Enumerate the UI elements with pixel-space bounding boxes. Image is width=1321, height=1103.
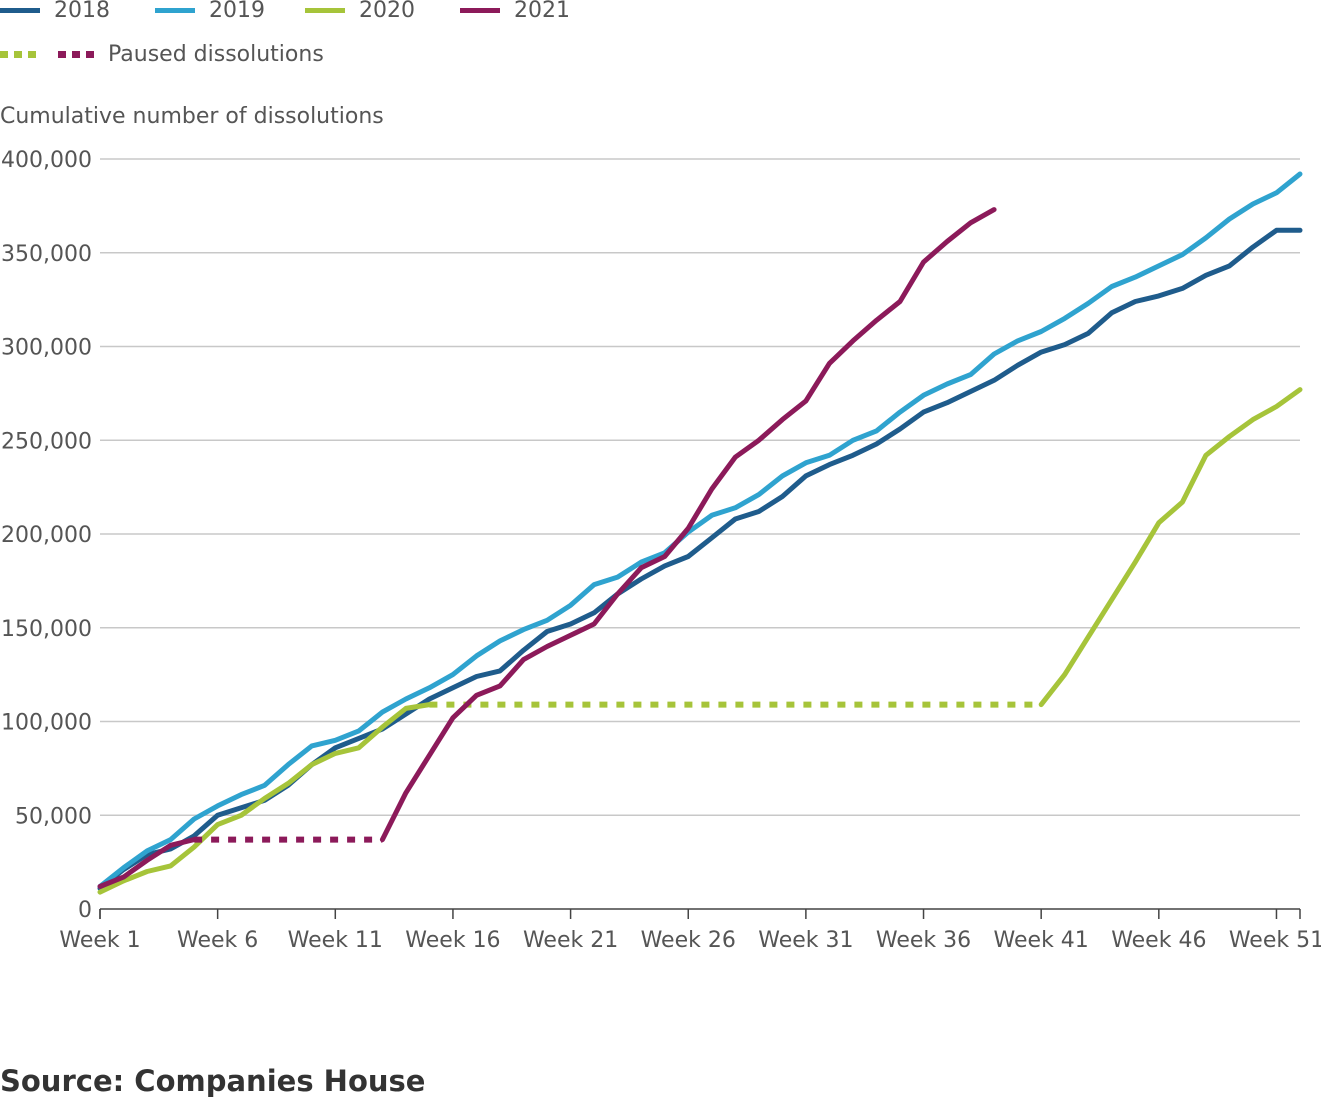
x-tick-label: Week 1 [59,928,140,953]
gridlines [100,158,1300,816]
x-tick-label: Week 36 [876,928,971,953]
y-tick-label: 200,000 [1,523,92,548]
series-line-2020 [97,702,432,895]
y-axis-label: Cumulative number of dissolutions [0,104,384,129]
legend-swatch-2018 [0,8,40,13]
legend-swatch-2021 [460,8,500,13]
legend-paused-label: Paused dissolutions [108,42,324,67]
legend-paused-swatch [0,51,94,58]
x-tick-label: Week 51 [1229,928,1321,953]
y-tick-label: 0 [78,898,92,923]
y-tick-label: 150,000 [1,617,92,642]
legend-label-2021: 2021 [514,0,570,23]
legend-label-2018: 2018 [54,0,110,23]
legend-item-2018: 2018 [0,0,155,23]
x-tick-label: Week 26 [641,928,736,953]
x-tick-label: Week 31 [758,928,853,953]
legend-swatch-2019 [155,8,195,13]
x-tick-label: Week 11 [288,928,383,953]
legend-item-2019: 2019 [155,0,305,23]
legend-label-2019: 2019 [209,0,265,23]
x-tick-label: Week 21 [523,928,618,953]
y-axis-ticks: 0 50,000 100,000 150,000 200,000 250,000 300,0… [1,148,92,923]
y-tick-label: 350,000 [1,242,92,267]
legend: 2018 2019 2020 2021 [0,0,615,23]
series-lines [97,171,1303,895]
x-tick-label: Week 16 [405,928,500,953]
series-line-2021 [379,207,997,843]
legend-item-2021: 2021 [460,0,615,23]
y-tick-label: 300,000 [1,336,92,361]
y-tick-label: 400,000 [1,148,92,173]
x-axis: Week 1 Week 6 Week 11 Week 16 Week 21 Week 26… [59,908,1321,953]
legend-label-2020: 2020 [359,0,415,23]
source-note: Source: Companies House [0,1064,426,1098]
y-tick-label: 100,000 [1,711,92,736]
x-tick-label: Week 46 [1111,928,1206,953]
series-line-2020 [1038,387,1303,708]
series-line-2021 [97,837,197,889]
x-tick-label: Week 41 [994,928,1089,953]
series-line-2019 [97,171,1303,889]
line-chart: 0 50,000 100,000 150,000 200,000 250,000 300,0… [1,148,1321,953]
y-tick-label: 50,000 [15,804,92,829]
y-tick-label: 250,000 [1,429,92,454]
legend-item-2020: 2020 [305,0,460,23]
legend-paused: Paused dissolutions [0,42,324,67]
legend-swatch-2020 [305,8,345,13]
x-tick-label: Week 6 [177,928,258,953]
